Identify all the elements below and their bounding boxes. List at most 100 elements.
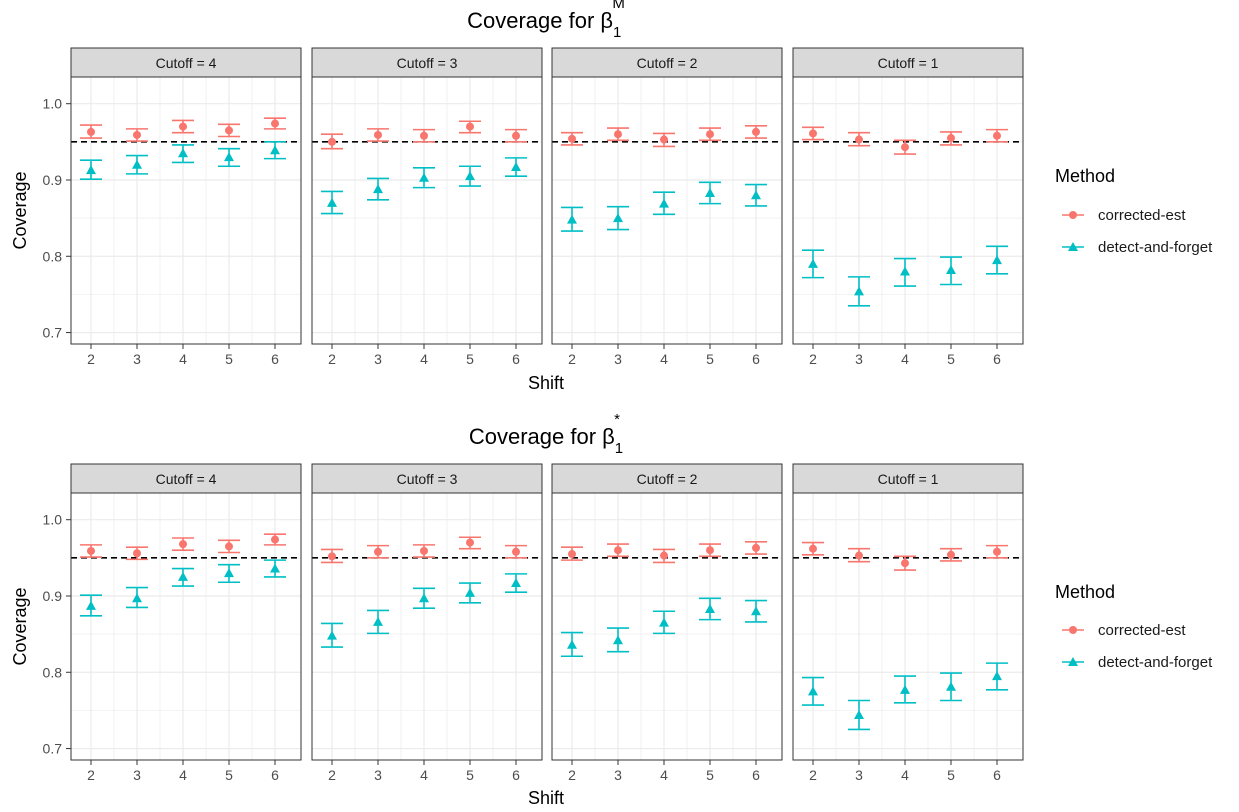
data-point-corrected-est <box>855 551 863 560</box>
facet-strip-label: Cutoff = 1 <box>878 55 939 71</box>
x-tick-label: 6 <box>512 767 520 783</box>
data-point-corrected-est <box>133 130 141 139</box>
facet-strip <box>311 47 543 78</box>
x-tick-label: 3 <box>374 767 382 783</box>
panel-border <box>792 492 1024 761</box>
panel-background <box>552 77 782 344</box>
facet-panel: Cutoff = 2 2 3 4 5 6 <box>551 463 783 783</box>
x-tick-label: 3 <box>855 767 863 783</box>
data-point-corrected-est <box>225 126 233 135</box>
x-tick-label: 5 <box>466 351 474 367</box>
facet-strip <box>551 47 783 78</box>
x-tick-label: 4 <box>901 767 909 783</box>
data-point-detect-and-forget <box>751 190 761 200</box>
data-point-detect-and-forget <box>751 606 761 616</box>
x-tick-label: 3 <box>614 767 622 783</box>
panel-border <box>551 492 783 761</box>
x-tick-label: 5 <box>225 351 233 367</box>
x-axis-label: Shift <box>528 373 564 393</box>
data-point-corrected-est <box>374 547 382 556</box>
x-tick-label: 2 <box>328 351 336 367</box>
facet-strip <box>311 463 543 494</box>
data-point-detect-and-forget <box>465 587 475 597</box>
data-point-corrected-est <box>706 130 714 139</box>
x-tick-label: 3 <box>614 351 622 367</box>
chart-title-text: Coverage for β <box>469 424 615 449</box>
chart-title-subscript: 1 <box>613 24 621 41</box>
legend-item-label: corrected-est <box>1098 622 1186 639</box>
data-point-detect-and-forget <box>659 198 669 208</box>
facet-panel: Cutoff = 2 2 3 4 5 6 <box>551 47 783 367</box>
data-point-corrected-est <box>809 544 817 553</box>
facet-panel: Cutoff = 4 2 3 4 5 6 <box>70 463 302 783</box>
data-point-detect-and-forget <box>511 162 521 172</box>
chart-title: Coverage for β1 * <box>469 411 623 457</box>
facet-strip-label: Cutoff = 3 <box>397 55 458 71</box>
y-tick-label: 0.8 <box>43 248 63 264</box>
x-tick-label: 5 <box>706 767 714 783</box>
y-tick-label: 1.0 <box>43 512 63 528</box>
facet-strip-label: Cutoff = 1 <box>878 471 939 487</box>
data-point-detect-and-forget <box>854 709 864 719</box>
panel-border <box>311 492 543 761</box>
facet-strip-label: Cutoff = 2 <box>637 471 698 487</box>
panel-background <box>312 77 542 344</box>
data-point-detect-and-forget <box>270 145 280 155</box>
data-point-corrected-est <box>179 122 187 131</box>
data-point-corrected-est <box>466 122 474 131</box>
data-point-detect-and-forget <box>854 286 864 296</box>
data-point-corrected-est <box>614 546 622 555</box>
y-tick-label: 0.7 <box>43 325 63 341</box>
data-point-corrected-est <box>568 134 576 143</box>
data-point-detect-and-forget <box>613 213 623 223</box>
data-point-detect-and-forget <box>86 600 96 610</box>
data-point-detect-and-forget <box>132 159 142 169</box>
y-tick-label: 0.7 <box>43 741 63 757</box>
facet-panel: Cutoff = 1 2 3 4 5 6 <box>792 463 1024 783</box>
data-point-corrected-est <box>420 546 428 555</box>
legend-key-triangle <box>1068 657 1078 666</box>
facet-panel: Cutoff = 3 2 3 4 5 6 <box>311 463 543 783</box>
data-point-corrected-est <box>420 131 428 140</box>
data-point-detect-and-forget <box>511 578 521 588</box>
x-tick-label: 6 <box>993 767 1001 783</box>
data-point-corrected-est <box>374 130 382 139</box>
panel-border <box>551 76 783 345</box>
legend-key-triangle <box>1068 242 1078 251</box>
data-point-corrected-est <box>901 559 909 568</box>
data-point-detect-and-forget <box>900 266 910 276</box>
x-tick-label: 3 <box>133 351 141 367</box>
x-tick-label: 6 <box>993 351 1001 367</box>
chart-title-superscript: M <box>612 0 625 12</box>
data-point-corrected-est <box>133 549 141 558</box>
data-point-detect-and-forget <box>659 617 669 627</box>
x-tick-label: 2 <box>87 351 95 367</box>
x-tick-label: 2 <box>568 767 576 783</box>
data-point-corrected-est <box>271 119 279 128</box>
y-axis-label: Coverage <box>10 587 30 665</box>
data-point-corrected-est <box>87 546 95 555</box>
legend: Method corrected-est detect-and-forget <box>1055 166 1213 256</box>
x-tick-label: 3 <box>855 351 863 367</box>
data-point-corrected-est <box>614 130 622 139</box>
x-tick-label: 5 <box>947 767 955 783</box>
chart-title-subscript: 1 <box>615 440 623 457</box>
legend-title: Method <box>1055 582 1115 602</box>
x-axis-label: Shift <box>528 788 564 808</box>
data-point-corrected-est <box>706 546 714 555</box>
y-tick-label: 0.9 <box>43 588 63 604</box>
data-point-corrected-est <box>271 535 279 544</box>
data-point-corrected-est <box>809 129 817 138</box>
data-point-corrected-est <box>752 543 760 552</box>
data-point-detect-and-forget <box>567 214 577 224</box>
data-point-corrected-est <box>225 542 233 551</box>
panel-background <box>793 493 1023 760</box>
data-point-detect-and-forget <box>705 603 715 613</box>
x-tick-label: 2 <box>568 351 576 367</box>
x-tick-label: 6 <box>271 351 279 367</box>
data-point-corrected-est <box>901 143 909 152</box>
facet-strip-label: Cutoff = 3 <box>397 471 458 487</box>
x-tick-label: 2 <box>809 767 817 783</box>
panel-border <box>70 76 302 345</box>
x-tick-label: 5 <box>947 351 955 367</box>
